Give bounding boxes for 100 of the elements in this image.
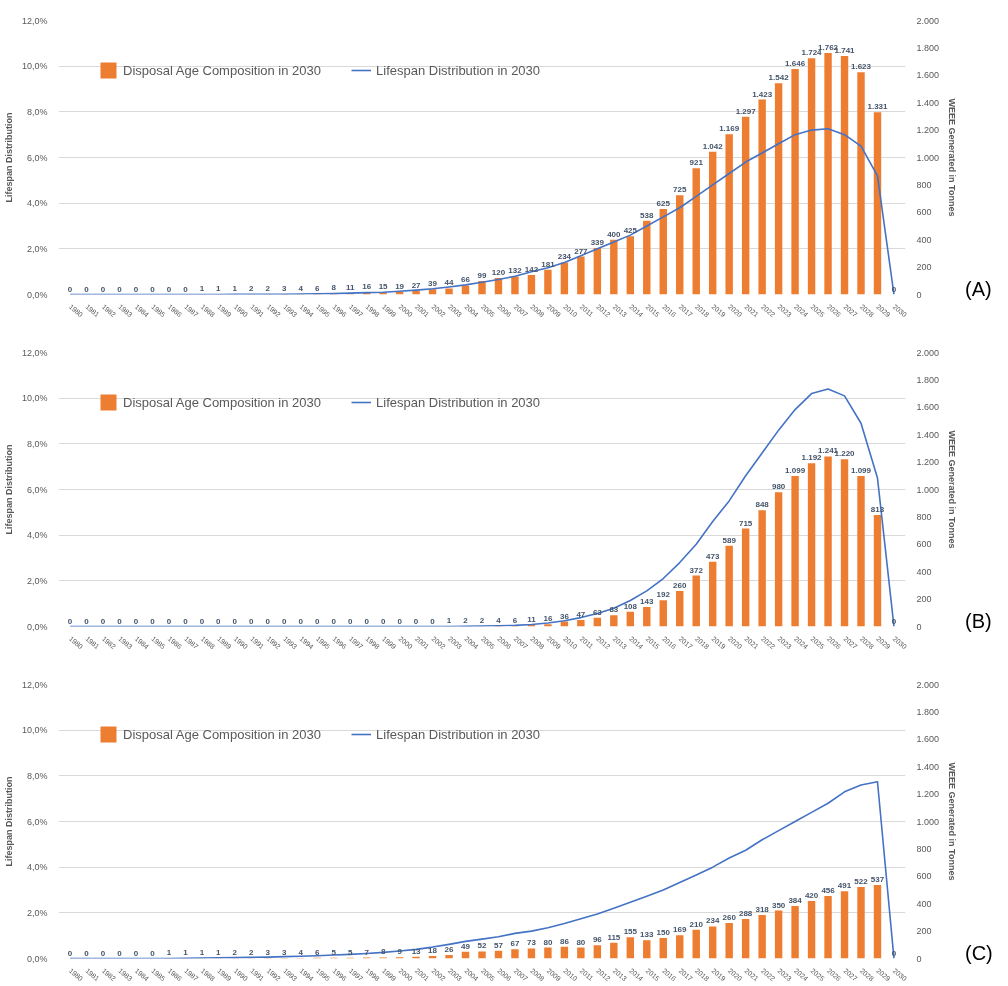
legend-label: Disposal Age Composition in 2030	[123, 726, 322, 742]
y2-tick-label: 1.400	[916, 97, 940, 108]
data-label: 108	[623, 601, 638, 611]
data-label: 456	[821, 886, 836, 896]
data-label: 0	[183, 284, 189, 294]
data-label: 1	[166, 948, 172, 958]
y-tick-label: 4,0%	[26, 862, 48, 873]
data-label: 11	[527, 614, 537, 624]
data-label: 11	[345, 282, 355, 292]
y-axis-title: Lifespan Distribution	[3, 112, 14, 203]
y-tick-label: 0,0%	[26, 621, 48, 632]
data-label: 0	[282, 616, 288, 626]
y2-tick-label: 400	[916, 898, 932, 909]
data-label: 1.099	[851, 465, 872, 475]
bar	[824, 896, 832, 959]
bar	[857, 886, 865, 959]
data-label: 1.042	[702, 141, 724, 151]
data-label: 18	[428, 946, 438, 956]
y2-tick-label: 2.000	[916, 679, 940, 690]
data-label: 420	[804, 890, 819, 900]
y2-tick-label: 200	[916, 926, 932, 937]
data-label: 57	[494, 940, 504, 950]
legend-label: Disposal Age Composition in 2030	[123, 394, 322, 410]
bar	[626, 937, 635, 959]
y-tick-label: 12,0%	[21, 679, 48, 690]
y-tick-label: 4,0%	[26, 530, 48, 541]
bar	[659, 600, 667, 627]
data-label: 210	[689, 919, 704, 929]
bar	[610, 942, 618, 959]
y2-tick-label: 1.600	[916, 402, 940, 413]
data-label: 725	[673, 185, 687, 195]
bar	[445, 288, 453, 295]
legend-label: Lifespan Distribution in 2030	[376, 394, 541, 410]
y-tick-label: 8,0%	[26, 770, 48, 781]
data-label: 67	[510, 939, 520, 949]
data-label: 36	[559, 611, 570, 621]
data-label: 7	[364, 947, 370, 957]
data-label: 0	[249, 616, 255, 626]
data-label: 2	[479, 616, 485, 626]
bar	[445, 954, 453, 959]
data-label: 384	[788, 895, 803, 905]
data-label: 0	[364, 616, 370, 626]
data-label: 8	[380, 947, 386, 957]
data-label: 0	[100, 284, 106, 294]
y2-tick-label: 0	[916, 953, 922, 964]
bar	[840, 891, 849, 959]
bar	[857, 475, 865, 627]
y2-tick-label: 2.000	[916, 347, 940, 358]
data-label: 848	[755, 500, 770, 510]
bar	[758, 99, 766, 295]
bar	[527, 948, 536, 959]
y2-tick-label: 600	[916, 207, 932, 218]
data-label: 0	[397, 616, 403, 626]
data-label: 0	[84, 284, 90, 294]
bar	[725, 922, 733, 959]
data-label: 589	[722, 535, 737, 545]
data-label: 0	[216, 616, 222, 626]
data-label: 538	[640, 210, 655, 220]
bar	[857, 72, 865, 295]
data-label: 0	[347, 616, 353, 626]
bar	[610, 615, 618, 627]
data-label: 9	[397, 947, 403, 957]
legend-label: Disposal Age Composition in 2030	[123, 62, 322, 78]
data-label: 0	[265, 616, 271, 626]
y2-tick-label: 1.200	[916, 125, 940, 136]
data-label: 2	[249, 948, 255, 958]
data-label: 169	[673, 925, 687, 935]
y-tick-label: 8,0%	[26, 106, 48, 117]
y-axis-title: Lifespan Distribution	[3, 444, 14, 535]
data-label: 234	[557, 252, 572, 262]
bar	[708, 561, 717, 627]
y-tick-label: 6,0%	[26, 152, 48, 163]
data-label: 0	[199, 616, 205, 626]
bar	[840, 459, 849, 627]
data-label: 19	[395, 281, 405, 291]
bar	[741, 528, 750, 627]
y2-tick-label: 1.200	[916, 457, 940, 468]
bar	[511, 949, 519, 959]
data-label: 120	[491, 268, 506, 278]
data-label: 0	[67, 948, 73, 958]
y2-tick-label: 1.400	[916, 761, 940, 772]
bar	[774, 910, 783, 959]
bar	[676, 195, 684, 295]
bar	[659, 208, 667, 295]
data-label: 52	[477, 941, 487, 951]
bar	[577, 620, 585, 627]
y2-tick-label: 0	[916, 621, 922, 632]
data-label: 2	[265, 284, 271, 294]
data-label: 4	[496, 615, 502, 625]
y-tick-label: 2,0%	[26, 575, 48, 586]
y2-axis-title: WEEE Generated in Tonnes	[947, 98, 958, 217]
y2-tick-label: 800	[916, 511, 932, 522]
y2-axis-title: WEEE Generated in Tonnes	[947, 762, 958, 881]
y2-tick-label: 1.800	[916, 706, 940, 717]
data-label: 339	[590, 238, 605, 248]
bar	[807, 463, 816, 627]
data-label: 491	[837, 881, 852, 891]
y2-tick-label: 1.600	[916, 734, 940, 745]
bar	[676, 935, 684, 959]
bar	[741, 116, 750, 295]
